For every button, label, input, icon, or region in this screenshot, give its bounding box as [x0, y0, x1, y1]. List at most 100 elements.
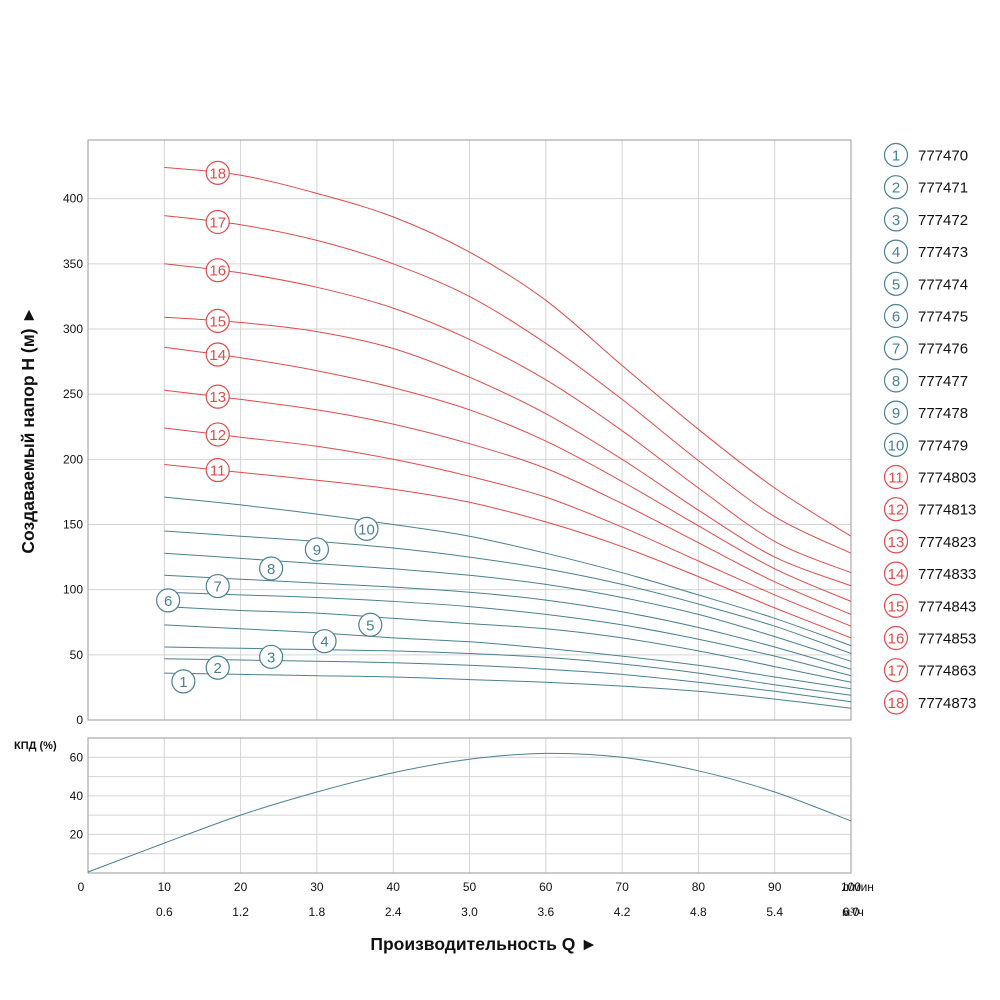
head-curve-10 [164, 496, 852, 647]
curve-marker-label: 3 [267, 649, 275, 666]
legend-series-name: 7774863 [918, 663, 976, 680]
legend-series-name: 777472 [918, 212, 968, 229]
x-tick-labels: 0 10 20 30 40 50 60 70 80 90 100 [78, 880, 862, 894]
curve-marker-17: 17 [205, 209, 230, 235]
curve-marker-13: 13 [205, 384, 230, 409]
legend-item-8: 8 777477 [883, 368, 968, 393]
efficiency-y-tick-labels: 20 40 60 [70, 750, 84, 841]
legend-series-name: 7774873 [918, 695, 976, 712]
legend-marker-circle [883, 239, 909, 264]
x-secondary-tick-label: 5.4 [766, 905, 783, 919]
curve-marker-circle [171, 669, 196, 694]
curve-marker-4: 4 [312, 629, 337, 654]
curve-marker-circle [205, 342, 230, 367]
legend-item-16: 16 7774853 [883, 625, 976, 651]
curve-marker-label: 18 [209, 165, 226, 182]
legend-item-4: 4 777473 [883, 239, 968, 264]
legend-series-name: 7774823 [918, 534, 976, 551]
legend-marker-circle [883, 400, 909, 425]
curve-marker-12: 12 [205, 422, 230, 447]
legend-item-2: 2 777471 [883, 175, 968, 200]
head-y-tick-labels: 0 50 100 150 200 250 300 350 400 [63, 192, 83, 727]
curve-marker-14: 14 [205, 342, 230, 367]
head-y-tick-label: 50 [70, 648, 84, 662]
legend-series-name: 7774833 [918, 566, 976, 583]
legend-marker-circle [883, 464, 909, 490]
head-y-tick-label: 200 [63, 452, 83, 466]
legend-item-15: 15 7774843 [883, 593, 976, 618]
curve-marker-label: 6 [164, 593, 172, 610]
efficiency-curve [87, 752, 852, 873]
curve-marker-3: 3 [259, 644, 284, 669]
curve-marker-circle [205, 209, 230, 235]
x-secondary-tick-label: 3.6 [537, 905, 554, 919]
x-tick-label: 70 [615, 880, 629, 894]
legend-marker-circle [883, 175, 909, 200]
head-curve-11 [164, 464, 852, 639]
legend-series-name: 777479 [918, 437, 968, 454]
legend-item-17: 17 7774863 [883, 658, 976, 683]
curve-marker-9: 9 [304, 537, 329, 562]
head-plot-frame [87, 139, 852, 721]
legend-marker-circle [883, 271, 909, 296]
legend-marker-circle [883, 336, 909, 361]
curve-marker-circle [205, 384, 230, 409]
head-y-tick-label: 400 [63, 192, 83, 206]
curve-marker-label: 8 [267, 561, 275, 578]
legend-item-3: 3 777472 [883, 207, 968, 232]
curve-marker-circle [205, 655, 230, 680]
head-curve-1 [164, 672, 852, 709]
legend-marker-label: 3 [892, 212, 900, 229]
legend-marker-circle [883, 529, 909, 554]
curve-marker-10: 10 [354, 516, 379, 541]
efficiency-y-axis-label: КПД (%) [14, 740, 57, 752]
curve-marker-circle [205, 160, 230, 185]
legend-marker-circle [883, 207, 909, 232]
legend-marker-label: 6 [892, 309, 900, 326]
legend-marker-circle [883, 497, 909, 522]
legend-marker-label: 13 [888, 534, 905, 551]
legend-marker-label: 9 [892, 405, 900, 422]
head-y-tick-label: 0 [76, 713, 83, 727]
legend-item-13: 13 7774823 [883, 529, 976, 554]
curve-marker-18: 18 [205, 160, 230, 185]
legend-series-name: 777478 [918, 405, 968, 422]
legend-marker-label: 7 [892, 341, 900, 358]
legend-marker-label: 16 [888, 631, 905, 648]
curve-marker-15: 15 [205, 308, 230, 334]
head-curve-13 [164, 389, 852, 615]
curve-marker-5: 5 [358, 612, 383, 637]
head-curve-7 [164, 574, 852, 670]
head-y-axis-label: Создаваемый напор H (м) ► [18, 306, 38, 553]
efficiency-chart: 20 40 60 КПД (%) [14, 737, 852, 874]
legend-marker-label: 4 [892, 244, 900, 261]
efficiency-curve-group [87, 752, 852, 873]
efficiency-y-tick-label: 40 [70, 789, 84, 803]
x-secondary-tick-label: 4.8 [690, 905, 707, 919]
legend-marker-circle [883, 658, 909, 683]
legend-marker-circle [883, 142, 909, 168]
legend-item-7: 7 777476 [883, 336, 968, 361]
legend-marker-circle [883, 432, 909, 457]
legend-series-name: 777473 [918, 244, 968, 261]
x-tick-label: 80 [692, 880, 706, 894]
head-curve-16 [164, 263, 852, 574]
head-curve-14 [164, 346, 852, 602]
x-secondary-tick-label: 4.2 [614, 905, 631, 919]
legend-series-name: 7774813 [918, 502, 976, 519]
efficiency-plot-frame [87, 737, 852, 874]
legend-item-12: 12 7774813 [883, 497, 976, 522]
head-curve-9 [164, 530, 852, 654]
curve-marker-label: 10 [358, 521, 375, 538]
x-tick-label: 60 [539, 880, 553, 894]
x-secondary-tick-label: 3.0 [461, 905, 478, 919]
curve-marker-label: 14 [209, 347, 226, 364]
x-secondary-tick-label: 1.8 [309, 905, 326, 919]
legend-marker-circle [883, 303, 909, 329]
legend-item-5: 5 777474 [883, 271, 968, 296]
legend-marker-circle [883, 625, 909, 651]
head-curve-5 [164, 606, 852, 683]
x-tick-label: 30 [310, 880, 324, 894]
legend-series-name: 777475 [918, 309, 968, 326]
